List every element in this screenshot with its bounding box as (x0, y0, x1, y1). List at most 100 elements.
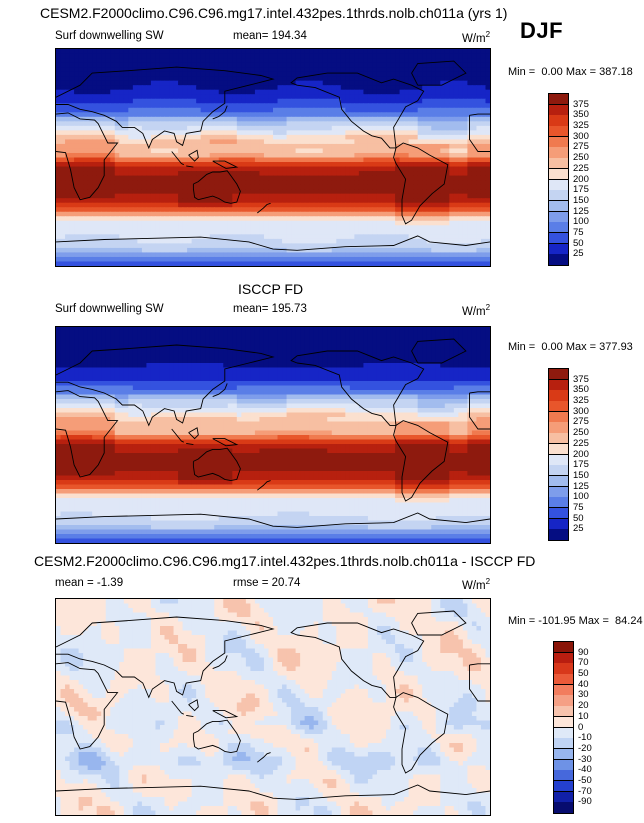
map-cell (259, 143, 265, 150)
map-cell (322, 76, 328, 82)
map-cell (309, 211, 315, 217)
map-cell (417, 238, 423, 244)
map-cell (137, 180, 143, 186)
map-cell (223, 189, 229, 195)
map-cell (372, 76, 378, 82)
map-cell (60, 340, 66, 346)
map-cell (286, 103, 292, 109)
map-cell (74, 198, 80, 204)
map-cell (227, 107, 233, 113)
map-cell (250, 220, 256, 226)
map-cell (458, 85, 464, 91)
map-cell (404, 152, 410, 159)
map-cell (318, 143, 324, 150)
map-cell (431, 211, 437, 217)
map-cell (381, 247, 387, 254)
map-cell (327, 189, 333, 195)
map-cell (404, 193, 410, 199)
map-cell (60, 98, 66, 104)
map-cell (196, 331, 202, 337)
map-cell (440, 216, 446, 222)
map-cell (173, 152, 179, 159)
map-cell (200, 198, 206, 204)
map-cell (245, 98, 251, 104)
map-cell (358, 49, 365, 55)
map-cell (227, 94, 233, 100)
map-cell (291, 62, 297, 68)
map-cell (196, 175, 202, 181)
map-cell (96, 198, 102, 204)
map-cell (340, 220, 346, 226)
map-cell (376, 166, 383, 172)
map-cell (155, 229, 161, 235)
map-cell (263, 256, 270, 263)
map-cell (295, 166, 301, 172)
map-cell (372, 198, 378, 204)
map-cell (245, 189, 251, 195)
map-cell (60, 121, 66, 127)
map-cell (87, 71, 93, 77)
map-cell (327, 157, 333, 163)
map-cell (349, 148, 355, 154)
map-cell (471, 216, 478, 222)
map-cell (254, 107, 261, 113)
map-cell (404, 336, 410, 342)
map-cell (223, 166, 229, 172)
map-cell (440, 76, 446, 82)
map-cell (196, 58, 202, 64)
map-cell (399, 180, 405, 186)
map-cell (187, 175, 193, 181)
map-cell (300, 247, 306, 254)
map-cell (227, 112, 233, 118)
map-cell (155, 76, 161, 82)
colorbar-tick-label: 25 (573, 248, 584, 260)
map-cell (367, 94, 374, 100)
map-cell (263, 49, 270, 55)
map-cell (390, 116, 396, 122)
map-cell (318, 162, 324, 168)
map-cell (286, 193, 292, 199)
map-cell (141, 94, 148, 100)
map-cell (282, 89, 288, 95)
map-cell (462, 193, 468, 199)
map-cell (60, 116, 66, 122)
map-cell (422, 94, 428, 100)
map-cell (358, 184, 365, 190)
map-cell (159, 331, 166, 337)
map-cell (345, 152, 351, 159)
map-cell (60, 175, 66, 181)
map-cell (300, 261, 306, 266)
map-cell (150, 229, 157, 235)
map-cell (178, 327, 184, 333)
map-cell (345, 71, 351, 77)
map-cell (273, 71, 279, 77)
map-cell (60, 71, 66, 77)
map-cell (236, 94, 242, 100)
map-cell (381, 80, 387, 86)
map-cell (123, 112, 129, 118)
map-cell (426, 130, 432, 136)
map-cell (440, 225, 446, 231)
map-cell (232, 130, 238, 136)
map-cell (191, 180, 197, 186)
map-cell (336, 98, 342, 104)
map-cell (218, 80, 224, 86)
map-cell (458, 202, 464, 208)
map-cell (408, 62, 414, 68)
map-cell (259, 152, 265, 159)
map-cell (485, 67, 490, 73)
map-cell (173, 331, 179, 337)
map-cell (413, 107, 419, 113)
map-cell (114, 98, 120, 104)
map-cell (74, 76, 80, 82)
map-cell (282, 62, 288, 68)
map-cell (159, 162, 166, 168)
map-cell (196, 71, 202, 77)
map-cell (263, 189, 270, 195)
map-cell (327, 139, 333, 145)
map-cell (417, 139, 423, 145)
map-cell (259, 261, 265, 266)
map-cell (173, 193, 179, 199)
map-cell (65, 107, 71, 113)
map-cell (453, 327, 459, 333)
